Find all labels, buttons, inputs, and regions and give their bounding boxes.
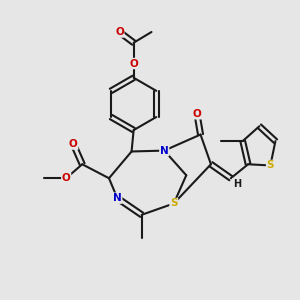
Text: S: S xyxy=(170,199,178,208)
Text: O: O xyxy=(193,109,201,119)
Text: S: S xyxy=(267,160,274,170)
Text: O: O xyxy=(69,139,78,149)
Text: H: H xyxy=(233,178,241,189)
Text: N: N xyxy=(160,146,169,156)
Text: N: N xyxy=(113,193,122,203)
Text: O: O xyxy=(62,173,70,183)
Text: O: O xyxy=(115,27,124,37)
Text: O: O xyxy=(129,58,138,68)
